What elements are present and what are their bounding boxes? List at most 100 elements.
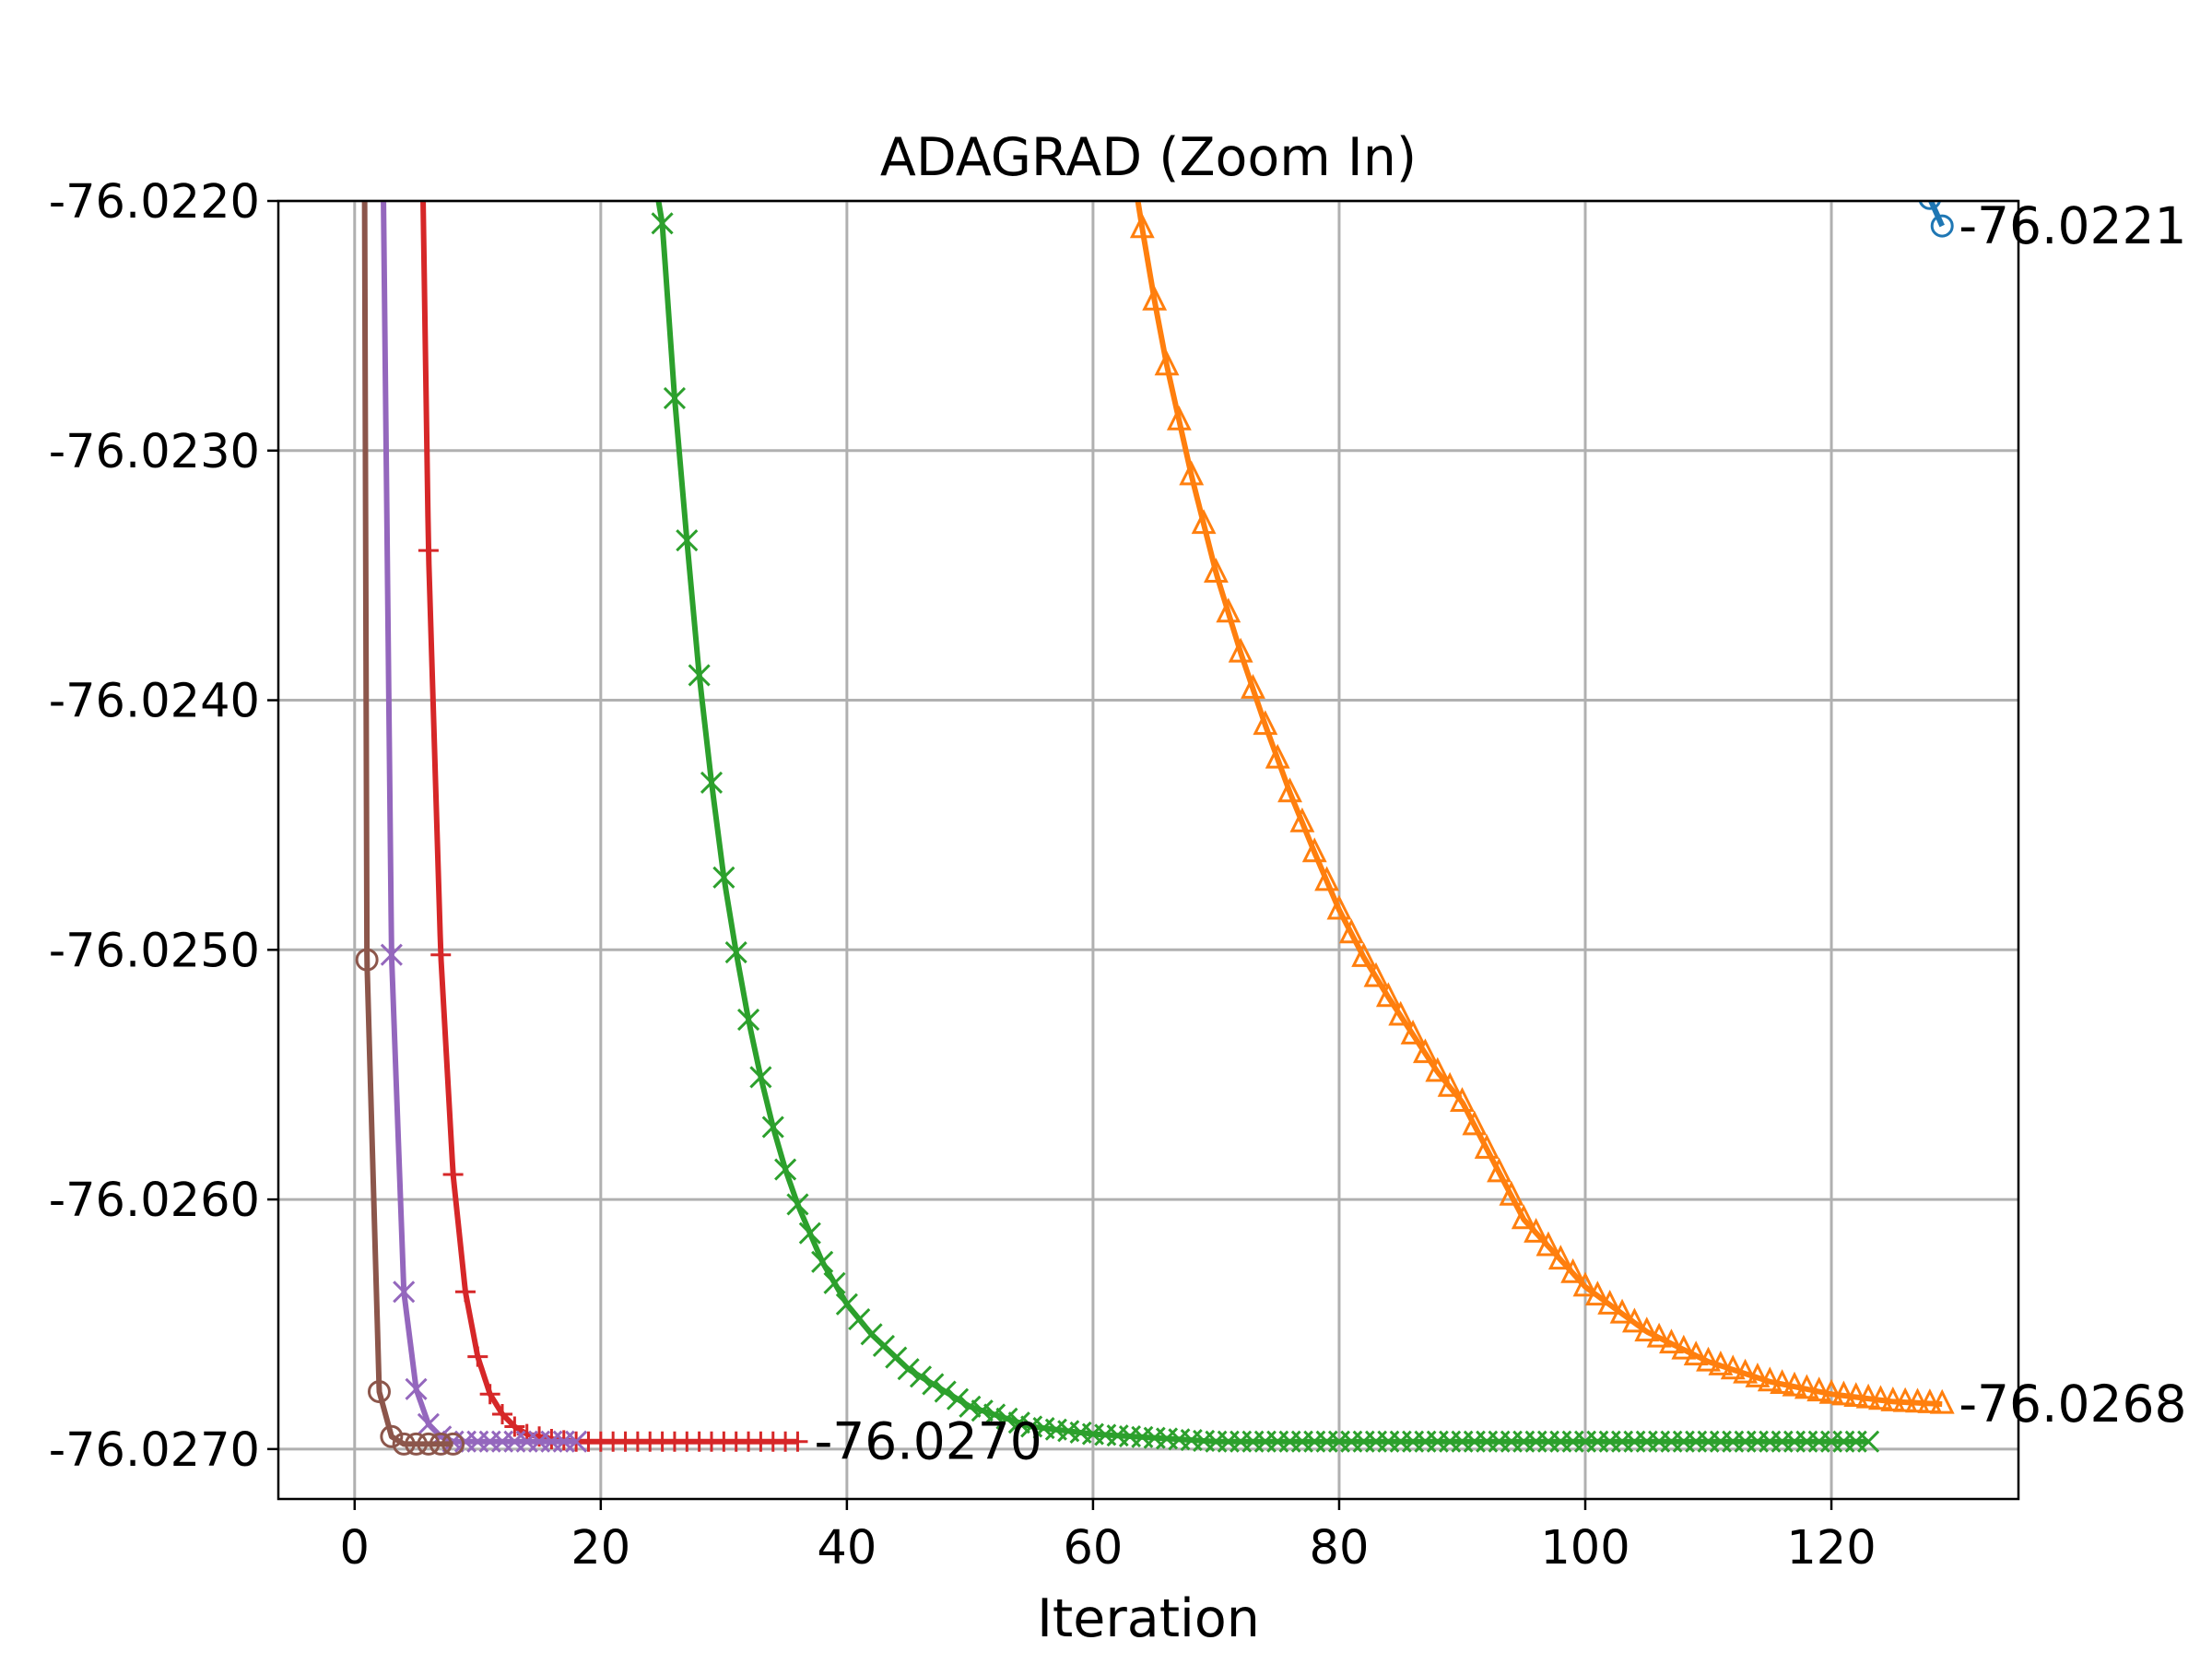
x-tick-label: 80: [1310, 1521, 1370, 1575]
data-point-marker: [454, 1281, 476, 1303]
data-point-marker: [405, 1432, 429, 1456]
data-point-marker: [1007, 1411, 1030, 1434]
data-point-marker: [1597, 1289, 1623, 1315]
x-axis-label: Iteration: [1037, 1588, 1260, 1649]
data-point-marker: [922, 1373, 945, 1396]
data-point-marker: [1228, 637, 1253, 663]
data-point-marker: [1917, 1388, 1943, 1413]
data-point-marker: [1905, 1387, 1930, 1413]
data-point-marker: [1351, 942, 1377, 967]
data-point-marker: [1560, 1257, 1586, 1283]
data-point-marker: [651, 212, 674, 235]
data-point-marker: [1326, 894, 1352, 920]
data-point-marker: [1547, 1245, 1573, 1270]
data-point-marker: [380, 1424, 404, 1448]
data-point-marker: [565, 1430, 588, 1453]
data-point-marker: [786, 1193, 809, 1216]
data-point-marker: [1129, 213, 1155, 239]
data-point-marker: [798, 1221, 821, 1245]
data-point-marker: [811, 1250, 834, 1273]
y-tick-label: -76.0230: [49, 425, 260, 479]
data-point-marker: [787, 1431, 808, 1452]
data-point-marker: [1474, 1134, 1500, 1159]
series-1: [1918, 201, 1954, 238]
data-point-marker: [1375, 982, 1401, 1008]
data-point-marker: [1535, 1231, 1561, 1257]
data-point-marker: [1462, 1110, 1488, 1136]
data-point-marker: [909, 1365, 933, 1388]
data-point-marker: [442, 1164, 464, 1185]
data-point-marker: [1437, 1071, 1463, 1097]
series-layer: [355, 201, 1955, 1456]
data-point-marker: [761, 1115, 784, 1139]
data-point-marker: [1363, 962, 1389, 987]
chart-title: ADAGRAD (Zoom In): [880, 127, 1417, 188]
series-3: [651, 201, 1880, 1453]
data-point-marker: [1216, 597, 1241, 623]
data-point-marker: [1572, 1271, 1598, 1297]
series-end-label: -76.0221: [1959, 196, 2186, 255]
data-point-marker: [1745, 1363, 1771, 1387]
y-tick-label: -76.0260: [49, 1174, 260, 1228]
data-point-marker: [934, 1380, 957, 1403]
data-point-marker: [1794, 1374, 1819, 1399]
data-point-marker: [835, 1292, 858, 1316]
data-point-marker: [1425, 1056, 1451, 1082]
data-point-marker: [688, 664, 711, 687]
data-point-marker: [1142, 285, 1168, 311]
data-point-marker: [1314, 866, 1340, 891]
data-point-marker: [1388, 1000, 1414, 1026]
y-tick-label: -76.0240: [49, 675, 260, 729]
data-point-marker: [1621, 1307, 1647, 1333]
y-tick-label: -76.0220: [49, 175, 260, 230]
data-point-marker: [1683, 1340, 1709, 1366]
data-point-marker: [1929, 1388, 1955, 1414]
data-point-marker: [983, 1403, 1006, 1426]
data-point-marker: [417, 1432, 441, 1456]
data-point-marker: [1646, 1322, 1672, 1348]
data-point-marker: [995, 1407, 1018, 1430]
data-point-marker: [736, 1009, 760, 1032]
data-point-marker: [1191, 509, 1217, 535]
data-point-marker: [1400, 1020, 1426, 1044]
data-point-marker: [1338, 918, 1364, 944]
data-point-marker: [1634, 1316, 1660, 1342]
data-point-marker: [1289, 807, 1315, 832]
series-2: [1129, 201, 1955, 1414]
data-point-marker: [392, 1432, 416, 1456]
data-point-marker: [429, 1432, 453, 1456]
series-6: [355, 201, 465, 1456]
data-point-marker: [1584, 1280, 1610, 1306]
data-point-marker: [1450, 1087, 1475, 1112]
data-point-marker: [676, 529, 699, 552]
data-point-marker: [1918, 201, 1942, 210]
plot-frame: [276, 199, 2020, 1501]
data-point-marker: [1733, 1358, 1759, 1384]
series-line: [1135, 201, 1944, 1408]
data-point-marker: [724, 940, 747, 964]
data-point-marker: [1659, 1328, 1684, 1354]
data-point-marker: [367, 1380, 391, 1404]
data-point-marker: [1412, 1038, 1438, 1064]
data-point-marker: [1154, 350, 1180, 376]
data-point-marker: [430, 944, 452, 965]
data-point-marker: [971, 1399, 994, 1422]
y-tick-label: -76.0270: [49, 1423, 260, 1478]
data-point-marker: [1855, 1383, 1881, 1409]
y-tick-label: -76.0250: [49, 924, 260, 978]
data-point-marker: [1671, 1334, 1697, 1360]
data-point-marker: [1487, 1157, 1512, 1183]
data-point-marker: [467, 1346, 488, 1367]
data-point-marker: [1301, 837, 1327, 863]
data-point-marker: [1253, 710, 1278, 736]
data-point-marker: [774, 1158, 797, 1181]
data-point-marker: [380, 943, 403, 966]
data-point-marker: [1806, 1376, 1832, 1402]
data-point-marker: [823, 1271, 846, 1294]
series-end-label: -76.0268: [1959, 1375, 2186, 1434]
data-point-marker: [946, 1387, 970, 1410]
data-point-marker: [1770, 1369, 1795, 1394]
data-point-marker: [1265, 743, 1290, 769]
data-point-marker: [418, 540, 439, 561]
